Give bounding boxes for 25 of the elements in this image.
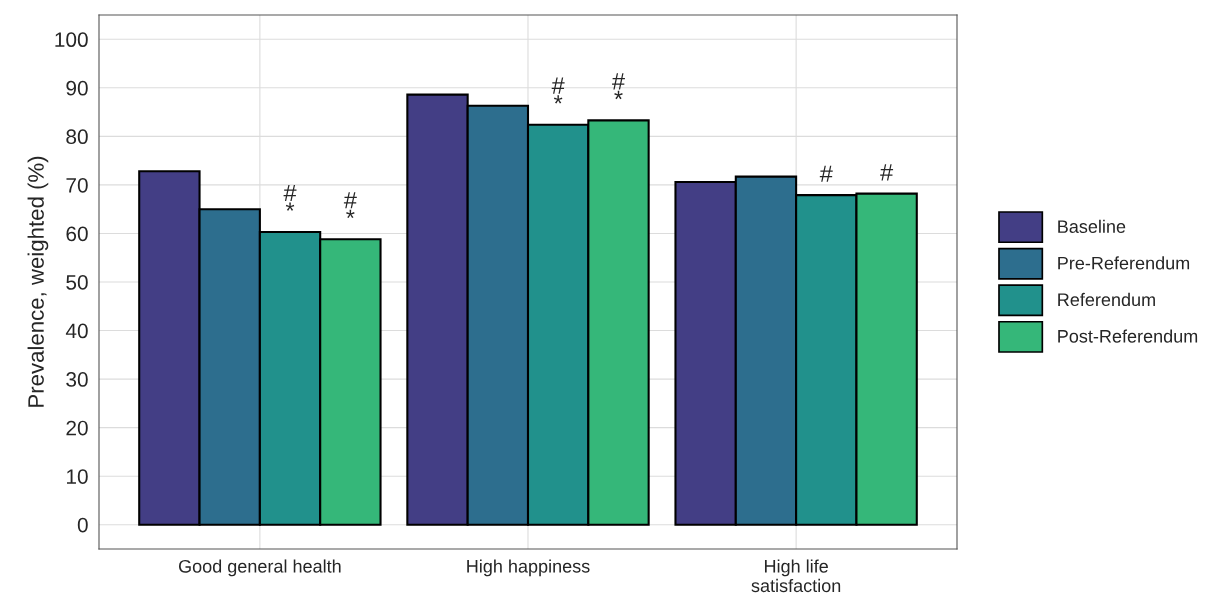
legend-label: Post-Referendum	[1058, 329, 1198, 343]
annotation: # *	[283, 184, 297, 211]
y-tick-label: 30	[66, 372, 88, 387]
y-tick-label: 90	[66, 80, 88, 96]
x-tick-label: Good general health	[178, 559, 341, 577]
annotation: #	[880, 164, 894, 181]
y-axis-title: Prevalence, weighted (%)	[27, 156, 49, 407]
x-tick-label: High life satisfaction	[751, 559, 841, 593]
y-tick-label: 50	[66, 275, 88, 290]
legend-label: Referendum	[1058, 292, 1155, 307]
y-tick-label: 100	[55, 32, 88, 48]
annotation: #	[819, 165, 833, 182]
legend-label: Pre-Referendum	[1058, 256, 1190, 270]
x-tick-label: High happiness	[467, 559, 590, 577]
y-tick-label: 20	[66, 420, 88, 436]
y-tick-label: 70	[66, 177, 88, 193]
y-tick-label: 40	[65, 323, 88, 339]
y-tick-label: 0	[77, 517, 88, 533]
y-tick-label: 10	[67, 469, 88, 484]
annotation: # *	[612, 73, 625, 100]
legend-label: Baseline	[1058, 219, 1126, 233]
annotation: # *	[343, 192, 357, 219]
annotation: # *	[551, 77, 565, 104]
y-tick-label: 60	[66, 226, 88, 242]
y-tick-label: 80	[66, 129, 88, 145]
